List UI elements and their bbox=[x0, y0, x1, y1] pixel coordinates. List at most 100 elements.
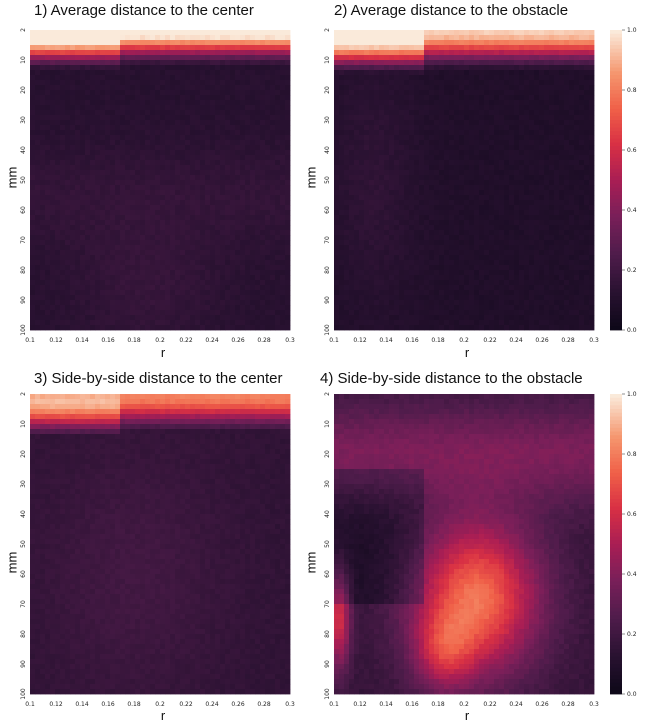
heatmap-cell bbox=[135, 260, 141, 266]
heatmap-cell bbox=[564, 145, 570, 151]
heatmap-cell bbox=[50, 55, 56, 61]
heatmap-cell bbox=[344, 55, 350, 61]
heatmap-cell bbox=[509, 165, 515, 171]
heatmap-cell bbox=[120, 320, 126, 326]
heatmap-cell bbox=[200, 110, 206, 116]
heatmap-cell bbox=[539, 40, 545, 46]
heatmap-cell bbox=[75, 50, 81, 56]
heatmap-cell bbox=[439, 95, 445, 101]
heatmap-cell bbox=[110, 85, 116, 91]
heatmap-cell bbox=[210, 165, 216, 171]
heatmap-cell bbox=[359, 60, 365, 66]
heatmap-cell bbox=[45, 250, 51, 256]
heatmap-cell bbox=[55, 75, 61, 81]
heatmap-cell bbox=[364, 205, 370, 211]
heatmap-cell bbox=[165, 65, 171, 71]
heatmap-cell bbox=[80, 195, 86, 201]
heatmap-cell bbox=[454, 185, 460, 191]
heatmap-cell bbox=[30, 305, 36, 311]
heatmap-cell bbox=[359, 75, 365, 81]
heatmap-cell bbox=[260, 315, 266, 321]
heatmap-cell bbox=[190, 60, 196, 66]
heatmap-cell bbox=[135, 30, 141, 36]
heatmap-cell bbox=[145, 75, 151, 81]
heatmap-cell bbox=[514, 155, 520, 161]
heatmap-cell bbox=[90, 180, 96, 186]
heatmap-cell bbox=[509, 125, 515, 131]
heatmap-cell bbox=[145, 35, 151, 41]
heatmap-cell bbox=[115, 55, 121, 61]
heatmap-cell bbox=[195, 260, 201, 266]
heatmap-cell bbox=[409, 110, 415, 116]
heatmap-cell bbox=[225, 320, 231, 326]
heatmap-cell bbox=[260, 100, 266, 106]
heatmap-cell bbox=[524, 185, 530, 191]
heatmap-cell bbox=[245, 305, 251, 311]
heatmap-cell bbox=[215, 205, 221, 211]
heatmap-cell bbox=[130, 90, 136, 96]
heatmap-cell bbox=[65, 215, 71, 221]
heatmap-cell bbox=[275, 210, 281, 216]
heatmap-cell bbox=[394, 155, 400, 161]
heatmap-cell bbox=[75, 135, 81, 141]
heatmap-cell bbox=[170, 160, 176, 166]
heatmap-cell bbox=[265, 280, 271, 286]
heatmap-cell bbox=[205, 150, 211, 156]
heatmap-cell bbox=[155, 135, 161, 141]
heatmap-cell bbox=[280, 305, 286, 311]
heatmap-cell bbox=[554, 170, 560, 176]
heatmap-cell bbox=[539, 115, 545, 121]
heatmap-cell bbox=[175, 50, 181, 56]
heatmap-cell bbox=[115, 140, 121, 146]
heatmap-cell bbox=[444, 190, 450, 196]
heatmap-cell bbox=[40, 45, 46, 51]
heatmap-cell bbox=[409, 35, 415, 41]
heatmap-cell bbox=[489, 30, 495, 36]
heatmap-cell bbox=[205, 135, 211, 141]
heatmap-cell bbox=[190, 315, 196, 321]
heatmap-cell bbox=[275, 280, 281, 286]
heatmap-cell bbox=[175, 320, 181, 326]
heatmap-cell bbox=[564, 50, 570, 56]
heatmap-cell bbox=[404, 175, 410, 181]
heatmap-cell bbox=[165, 150, 171, 156]
heatmap-cell bbox=[549, 155, 555, 161]
heatmap-cell bbox=[75, 105, 81, 111]
heatmap-cell bbox=[165, 300, 171, 306]
heatmap-cell bbox=[155, 55, 161, 61]
heatmap-cell bbox=[110, 245, 116, 251]
heatmap-cell bbox=[449, 100, 455, 106]
heatmap-cell bbox=[250, 165, 256, 171]
heatmap-cell bbox=[419, 75, 425, 81]
heatmap-cell bbox=[454, 30, 460, 36]
heatmap-cell bbox=[185, 70, 191, 76]
heatmap-cell bbox=[140, 280, 146, 286]
heatmap-cell bbox=[240, 155, 246, 161]
heatmap-cell bbox=[394, 130, 400, 136]
heatmap-cell bbox=[454, 140, 460, 146]
heatmap-cell bbox=[75, 240, 81, 246]
heatmap-cell bbox=[404, 85, 410, 91]
heatmap-cell bbox=[579, 175, 585, 181]
heatmap-cell bbox=[579, 90, 585, 96]
heatmap-cell bbox=[384, 125, 390, 131]
heatmap-cell bbox=[454, 105, 460, 111]
heatmap-cell bbox=[270, 325, 276, 331]
heatmap-cell bbox=[334, 100, 340, 106]
heatmap-cell bbox=[379, 205, 385, 211]
heatmap-cell bbox=[404, 80, 410, 86]
heatmap-cell bbox=[459, 170, 465, 176]
heatmap-cell bbox=[339, 165, 345, 171]
heatmap-cell bbox=[105, 320, 111, 326]
heatmap-cell bbox=[195, 165, 201, 171]
heatmap-cell bbox=[115, 135, 121, 141]
heatmap-cell bbox=[220, 130, 226, 136]
heatmap-cell bbox=[494, 60, 500, 66]
heatmap-cell bbox=[235, 255, 241, 261]
heatmap-cell bbox=[190, 195, 196, 201]
heatmap-cell bbox=[569, 75, 575, 81]
heatmap-cell bbox=[549, 130, 555, 136]
heatmap-cell bbox=[30, 145, 36, 151]
heatmap-cell bbox=[245, 200, 251, 206]
heatmap-cell bbox=[255, 295, 261, 301]
